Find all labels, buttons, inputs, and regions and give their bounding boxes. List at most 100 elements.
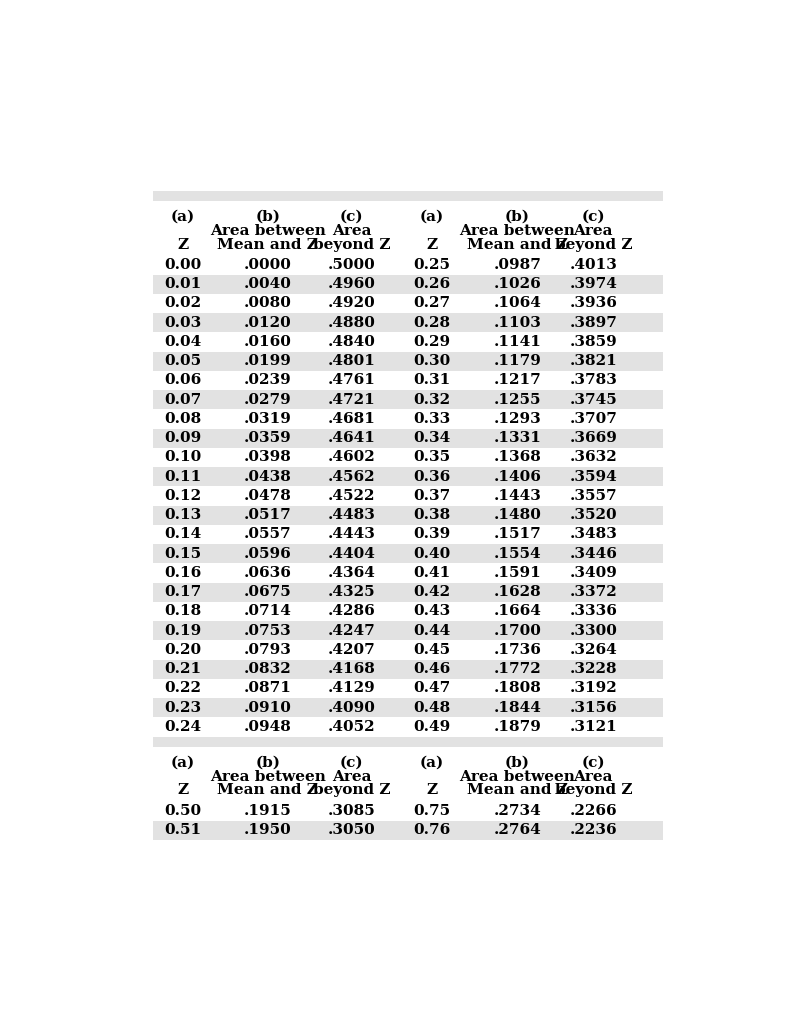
Text: .1443: .1443	[494, 488, 541, 503]
Text: 0.40: 0.40	[414, 547, 451, 561]
Bar	[153, 390, 663, 410]
Text: .0199: .0199	[244, 354, 292, 369]
Text: 0.76: 0.76	[414, 823, 451, 838]
Text: 0.05: 0.05	[164, 354, 201, 369]
Text: beyond Z: beyond Z	[554, 783, 632, 798]
Text: Mean and Z: Mean and Z	[218, 238, 318, 252]
Bar	[153, 313, 663, 333]
Text: (a): (a)	[170, 756, 195, 770]
Text: 0.31: 0.31	[414, 374, 451, 387]
Text: .4920: .4920	[327, 296, 376, 310]
Text: .0279: .0279	[244, 392, 292, 407]
Text: .0080: .0080	[244, 296, 292, 310]
Text: 0.19: 0.19	[164, 624, 201, 638]
Text: .1554: .1554	[494, 547, 541, 561]
Text: .0987: .0987	[494, 258, 541, 272]
Text: Z: Z	[177, 783, 188, 798]
Text: .3520: .3520	[570, 508, 617, 522]
Text: 0.21: 0.21	[164, 663, 201, 676]
Text: .3897: .3897	[570, 315, 617, 330]
Text: .4247: .4247	[327, 624, 376, 638]
Text: 0.36: 0.36	[414, 470, 451, 483]
Text: .0557: .0557	[244, 527, 292, 542]
Text: Mean and Z: Mean and Z	[467, 783, 568, 798]
Text: .2236: .2236	[570, 823, 617, 838]
Text: Area between: Area between	[460, 223, 575, 238]
Text: beyond Z: beyond Z	[312, 783, 390, 798]
Text: .1844: .1844	[494, 700, 541, 715]
Text: Z: Z	[426, 238, 437, 252]
Bar	[153, 190, 663, 202]
Text: .0040: .0040	[244, 278, 292, 291]
Text: 0.00: 0.00	[164, 258, 201, 272]
Bar	[153, 736, 663, 748]
Text: 0.48: 0.48	[414, 700, 451, 715]
Bar	[153, 429, 663, 447]
Text: .3121: .3121	[570, 720, 617, 734]
Bar	[153, 274, 663, 294]
Text: .3707: .3707	[570, 412, 617, 426]
Text: .1700: .1700	[494, 624, 541, 638]
Text: .4129: .4129	[327, 681, 376, 695]
Text: Mean and Z: Mean and Z	[218, 783, 318, 798]
Bar	[153, 622, 663, 640]
Text: .4052: .4052	[327, 720, 376, 734]
Text: .0793: .0793	[244, 643, 292, 657]
Text: .0160: .0160	[244, 335, 292, 349]
Text: .2266: .2266	[570, 804, 617, 818]
Text: 0.04: 0.04	[164, 335, 201, 349]
Text: 0.02: 0.02	[164, 296, 201, 310]
Text: .0714: .0714	[244, 604, 292, 618]
Text: .3745: .3745	[570, 392, 617, 407]
Text: 0.18: 0.18	[164, 604, 201, 618]
Text: .1406: .1406	[494, 470, 541, 483]
Text: 0.28: 0.28	[414, 315, 451, 330]
Bar	[153, 698, 663, 718]
Text: .1179: .1179	[494, 354, 541, 369]
Text: 0.33: 0.33	[414, 412, 451, 426]
Text: beyond Z: beyond Z	[554, 238, 632, 252]
Text: .3409: .3409	[570, 566, 617, 580]
Text: .0478: .0478	[244, 488, 292, 503]
Text: .4721: .4721	[327, 392, 376, 407]
Text: .0675: .0675	[244, 585, 292, 599]
Text: 0.20: 0.20	[164, 643, 201, 657]
Text: Mean and Z: Mean and Z	[467, 238, 568, 252]
Text: .4286: .4286	[327, 604, 376, 618]
Text: 0.50: 0.50	[164, 804, 201, 818]
Text: .3372: .3372	[570, 585, 617, 599]
Text: (c): (c)	[339, 756, 363, 770]
Text: .4801: .4801	[327, 354, 376, 369]
Text: .3446: .3446	[570, 547, 617, 561]
Text: .3085: .3085	[327, 804, 376, 818]
Text: 0.29: 0.29	[414, 335, 451, 349]
Text: Z: Z	[177, 238, 188, 252]
Text: 0.38: 0.38	[414, 508, 451, 522]
Text: 0.30: 0.30	[414, 354, 451, 369]
Text: .2734: .2734	[494, 804, 541, 818]
Text: 0.75: 0.75	[414, 804, 451, 818]
Text: .3557: .3557	[570, 488, 617, 503]
Text: .1026: .1026	[494, 278, 541, 291]
Text: .3156: .3156	[570, 700, 617, 715]
Text: .1879: .1879	[494, 720, 541, 734]
Text: Area between: Area between	[210, 223, 326, 238]
Text: 0.10: 0.10	[164, 451, 201, 465]
Text: .0359: .0359	[244, 431, 292, 445]
Text: 0.12: 0.12	[164, 488, 201, 503]
Text: .4960: .4960	[327, 278, 376, 291]
Text: 0.41: 0.41	[414, 566, 451, 580]
Text: .0517: .0517	[244, 508, 292, 522]
Text: .4013: .4013	[570, 258, 617, 272]
Text: .0000: .0000	[244, 258, 292, 272]
Text: 0.27: 0.27	[414, 296, 451, 310]
Text: .1255: .1255	[494, 392, 541, 407]
Text: .4443: .4443	[327, 527, 376, 542]
Text: .5000: .5000	[327, 258, 376, 272]
Text: .3483: .3483	[570, 527, 617, 542]
Bar	[153, 583, 663, 602]
Text: .3936: .3936	[570, 296, 617, 310]
Text: 0.26: 0.26	[414, 278, 451, 291]
Text: 0.24: 0.24	[164, 720, 201, 734]
Text: 0.01: 0.01	[164, 278, 201, 291]
